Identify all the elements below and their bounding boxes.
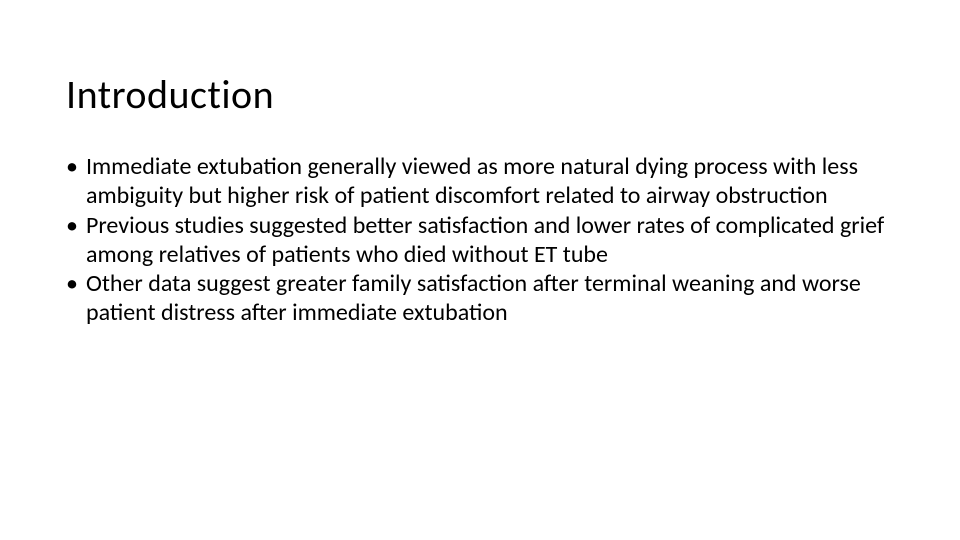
bullet-marker-icon: • bbox=[66, 211, 86, 240]
bullet-item: • Immediate extubation generally viewed … bbox=[66, 152, 906, 211]
slide: Introduction • Immediate extubation gene… bbox=[0, 0, 960, 540]
bullet-text: Other data suggest greater family satisf… bbox=[86, 269, 906, 328]
slide-title: Introduction bbox=[66, 70, 274, 119]
bullet-marker-icon: • bbox=[66, 269, 86, 298]
bullet-text: Immediate extubation generally viewed as… bbox=[86, 152, 906, 211]
bullet-item: • Other data suggest greater family sati… bbox=[66, 269, 906, 328]
slide-body: • Immediate extubation generally viewed … bbox=[66, 152, 906, 328]
bullet-text: Previous studies suggested better satisf… bbox=[86, 211, 906, 270]
bullet-item: • Previous studies suggested better sati… bbox=[66, 211, 906, 270]
bullet-marker-icon: • bbox=[66, 152, 86, 181]
